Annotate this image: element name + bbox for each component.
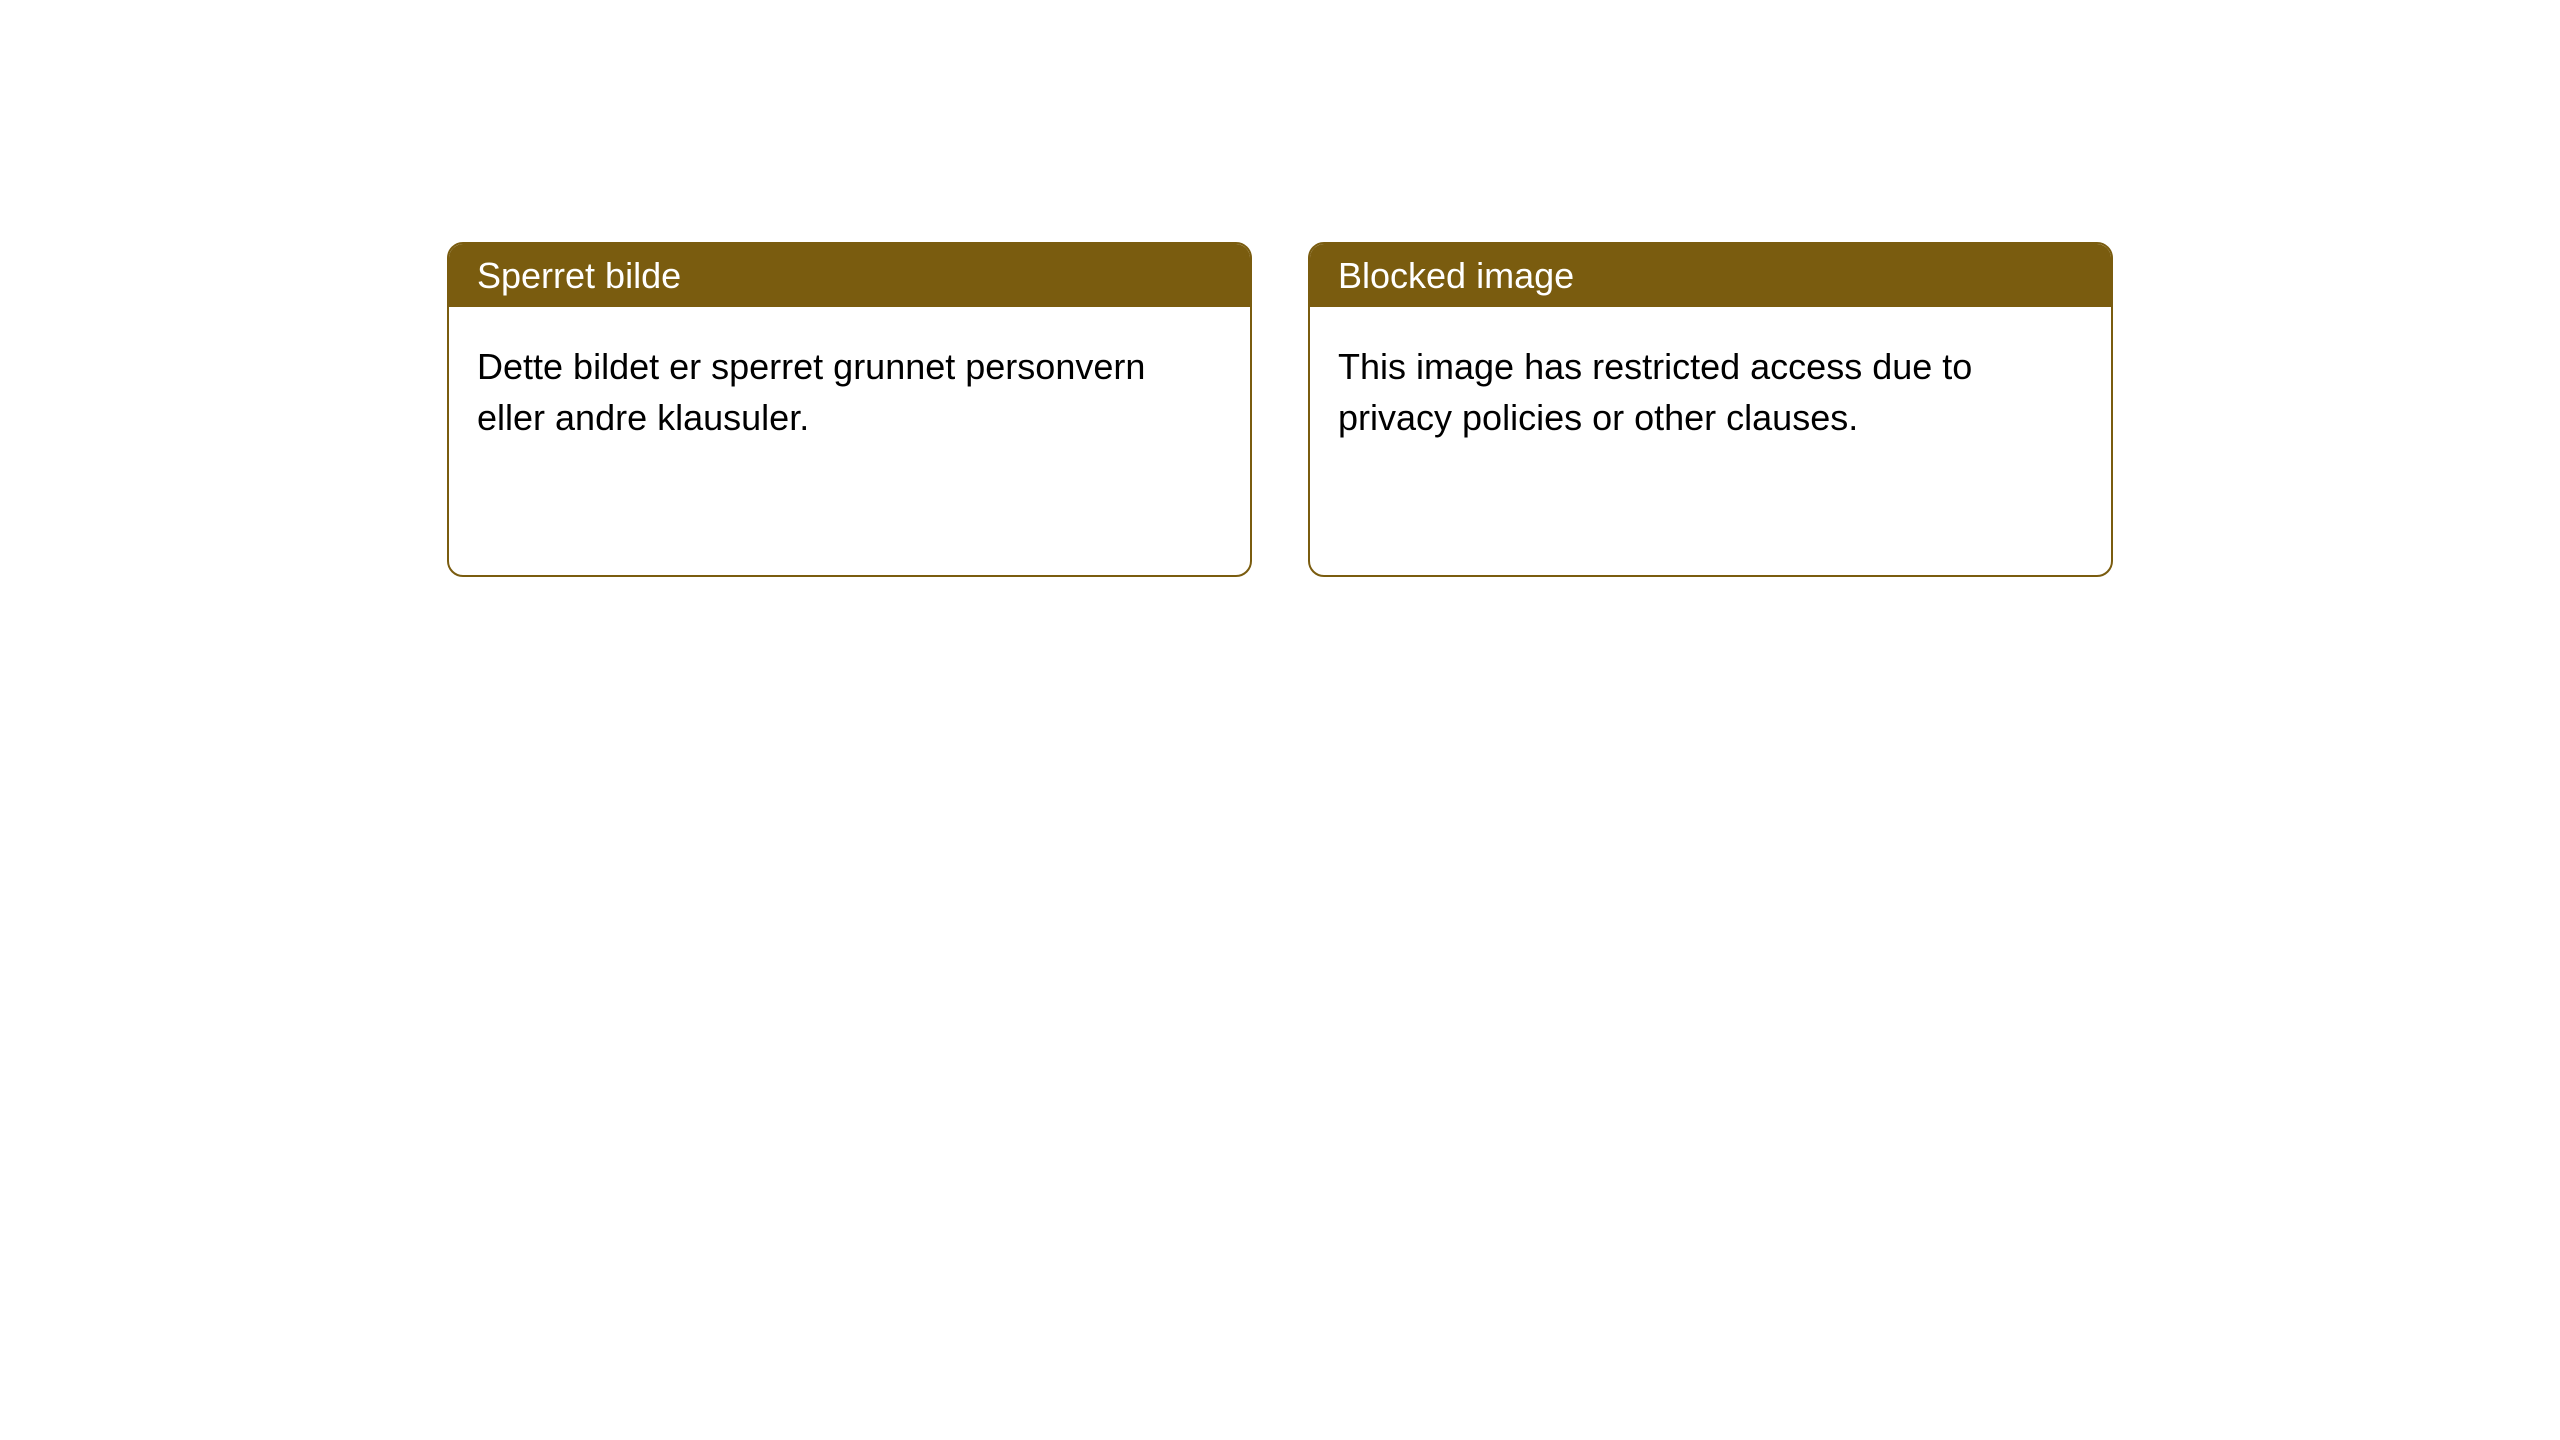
notice-container: Sperret bilde Dette bildet er sperret gr… [0, 0, 2560, 577]
notice-box-english: Blocked image This image has restricted … [1308, 242, 2113, 577]
notice-body: This image has restricted access due to … [1310, 307, 2111, 477]
notice-title: Sperret bilde [449, 244, 1250, 307]
notice-title: Blocked image [1310, 244, 2111, 307]
notice-body: Dette bildet er sperret grunnet personve… [449, 307, 1250, 477]
notice-box-norwegian: Sperret bilde Dette bildet er sperret gr… [447, 242, 1252, 577]
